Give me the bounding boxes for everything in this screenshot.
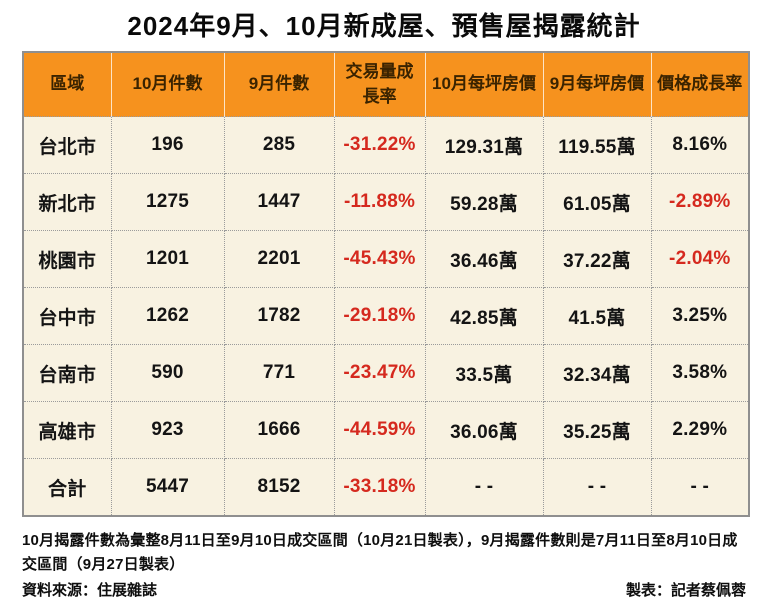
cell-sep-count: 771 [223, 344, 335, 403]
cell-oct-count: 196 [110, 116, 225, 175]
table-header-row: 區域 10月件數 9月件數 交易量成長率 10月每坪房價 9月每坪房價 價格成長… [23, 52, 749, 117]
cell-oct-price: 59.28萬 [424, 173, 544, 232]
cell-sep-count: 8152 [223, 458, 335, 517]
cell-oct-price: 42.85萬 [424, 287, 544, 346]
cell-oct-count: 1201 [110, 230, 225, 289]
cell-volume-growth: -33.18% [333, 458, 426, 517]
cell-volume-growth: -29.18% [333, 287, 426, 346]
table-row-newtaipei: 新北市 1275 1447 -11.88% 59.28萬 61.05萬 -2.8… [22, 173, 750, 232]
source-bar: 資料來源：住展雜誌 製表：記者蔡佩蓉 [22, 579, 746, 603]
cell-region: 台北市 [22, 116, 112, 175]
cell-volume-growth: -44.59% [333, 401, 426, 460]
cell-sep-count: 2201 [223, 230, 335, 289]
header-oct-price: 10月每坪房價 [424, 52, 543, 117]
cell-oct-count: 590 [110, 344, 225, 403]
header-volume-growth: 交易量成長率 [333, 52, 425, 117]
cell-oct-price: - - [424, 458, 544, 517]
table-row-taichung: 台中市 1262 1782 -29.18% 42.85萬 41.5萬 3.25% [22, 287, 750, 346]
table-header: 區域 10月件數 9月件數 交易量成長率 10月每坪房價 9月每坪房價 價格成長… [23, 52, 749, 117]
cell-price-growth: 2.29% [650, 401, 750, 460]
cell-price-growth: 3.25% [650, 287, 750, 346]
cell-price-growth: 8.16% [650, 116, 750, 175]
cell-sep-count: 1447 [223, 173, 335, 232]
cell-price-growth: -2.04% [650, 230, 750, 289]
data-source-label: 資料來源：住展雜誌 [22, 582, 158, 600]
cell-oct-price: 36.06萬 [424, 401, 544, 460]
cell-price-growth: 3.58% [650, 344, 750, 403]
cell-region: 台中市 [22, 287, 112, 346]
footnote-text: 10月揭露件數為彙整8月11日至9月10日成交區間（10月21日製表），9月揭露… [22, 532, 738, 574]
cell-volume-growth: -23.47% [333, 344, 426, 403]
cell-sep-count: 1666 [223, 401, 335, 460]
table-row-taoyuan: 桃園市 1201 2201 -45.43% 36.46萬 37.22萬 -2.0… [22, 230, 750, 289]
cell-volume-growth: -31.22% [333, 116, 426, 175]
cell-oct-count: 5447 [110, 458, 225, 517]
cell-price-growth: -2.89% [650, 173, 750, 232]
statistics-table: 區域 10月件數 9月件數 交易量成長率 10月每坪房價 9月每坪房價 價格成長… [22, 51, 750, 518]
cell-oct-price: 33.5萬 [424, 344, 544, 403]
table-row-tainan: 台南市 590 771 -23.47% 33.5萬 32.34萬 3.58% [22, 344, 750, 403]
cell-sep-price: 119.55萬 [542, 116, 652, 175]
credit-label: 製表：記者蔡佩蓉 [625, 582, 746, 600]
table-body: 台北市 196 285 -31.22% 129.31萬 119.55萬 8.16… [22, 116, 750, 517]
cell-region: 桃園市 [22, 230, 112, 289]
cell-region: 高雄市 [22, 401, 112, 460]
header-oct-count: 10月件數 [110, 52, 224, 117]
cell-sep-price: 35.25萬 [542, 401, 652, 460]
page-title: 2024年9月、10月新成屋、預售屋揭露統計 [127, 11, 641, 41]
cell-sep-price: 32.34萬 [542, 344, 652, 403]
cell-oct-price: 36.46萬 [424, 230, 544, 289]
cell-sep-count: 285 [223, 116, 335, 175]
table-row-kaohsiung: 高雄市 923 1666 -44.59% 36.06萬 35.25萬 2.29% [22, 401, 750, 460]
header-region: 區域 [23, 52, 111, 117]
cell-volume-growth: -11.88% [333, 173, 426, 232]
cell-volume-growth: -45.43% [333, 230, 426, 289]
cell-sep-price: 41.5萬 [542, 287, 652, 346]
cell-price-growth: - - [650, 458, 750, 517]
cell-oct-count: 1275 [110, 173, 225, 232]
cell-oct-count: 923 [110, 401, 225, 460]
cell-oct-count: 1262 [110, 287, 225, 346]
cell-region: 新北市 [22, 173, 112, 232]
cell-region: 合計 [22, 458, 112, 517]
table-row-taipei: 台北市 196 285 -31.22% 129.31萬 119.55萬 8.16… [22, 116, 750, 175]
cell-oct-price: 129.31萬 [424, 116, 544, 175]
header-sep-count: 9月件數 [223, 52, 334, 117]
cell-region: 台南市 [22, 344, 112, 403]
cell-sep-price: - - [542, 458, 652, 517]
cell-sep-price: 61.05萬 [542, 173, 652, 232]
table-row-total: 合計 5447 8152 -33.18% - - - - - - [22, 458, 750, 517]
header-sep-price: 9月每坪房價 [542, 52, 651, 117]
header-price-growth: 價格成長率 [650, 52, 749, 117]
cell-sep-price: 37.22萬 [542, 230, 652, 289]
cell-sep-count: 1782 [223, 287, 335, 346]
